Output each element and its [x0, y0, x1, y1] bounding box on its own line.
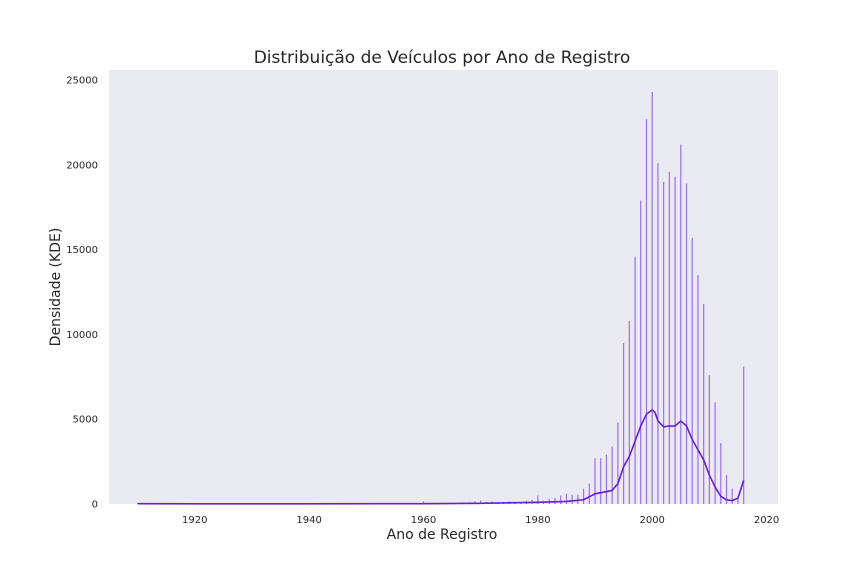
plot-area [109, 70, 778, 504]
y-tick-label: 10000 [66, 330, 98, 341]
x-tick-label: 1920 [182, 515, 207, 526]
histogram-bars [136, 92, 745, 504]
y-axis-ticks: 0 5000 10000 15000 20000 25000 [66, 76, 98, 511]
x-axis-ticks: 1920 1940 1960 1980 2000 2020 [182, 515, 779, 526]
kde-curve-layer [137, 409, 745, 505]
y-tick-label: 20000 [66, 160, 98, 171]
y-tick-label: 5000 [73, 415, 98, 426]
y-tick-label: 0 [92, 500, 98, 511]
x-axis-title: Ano de Registro [387, 527, 498, 543]
x-tick-label: 2020 [754, 515, 779, 526]
x-tick-label: 2000 [639, 515, 664, 526]
y-tick-label: 25000 [66, 76, 98, 87]
x-tick-label: 1980 [525, 515, 550, 526]
y-tick-label: 15000 [66, 245, 98, 256]
y-axis-title: Densidade (KDE) [48, 228, 64, 347]
x-tick-label: 1960 [411, 515, 436, 526]
kde-curve [137, 409, 745, 505]
chart-title: Distribuição de Veículos por Ano de Regi… [254, 48, 631, 68]
x-tick-label: 1940 [296, 515, 321, 526]
